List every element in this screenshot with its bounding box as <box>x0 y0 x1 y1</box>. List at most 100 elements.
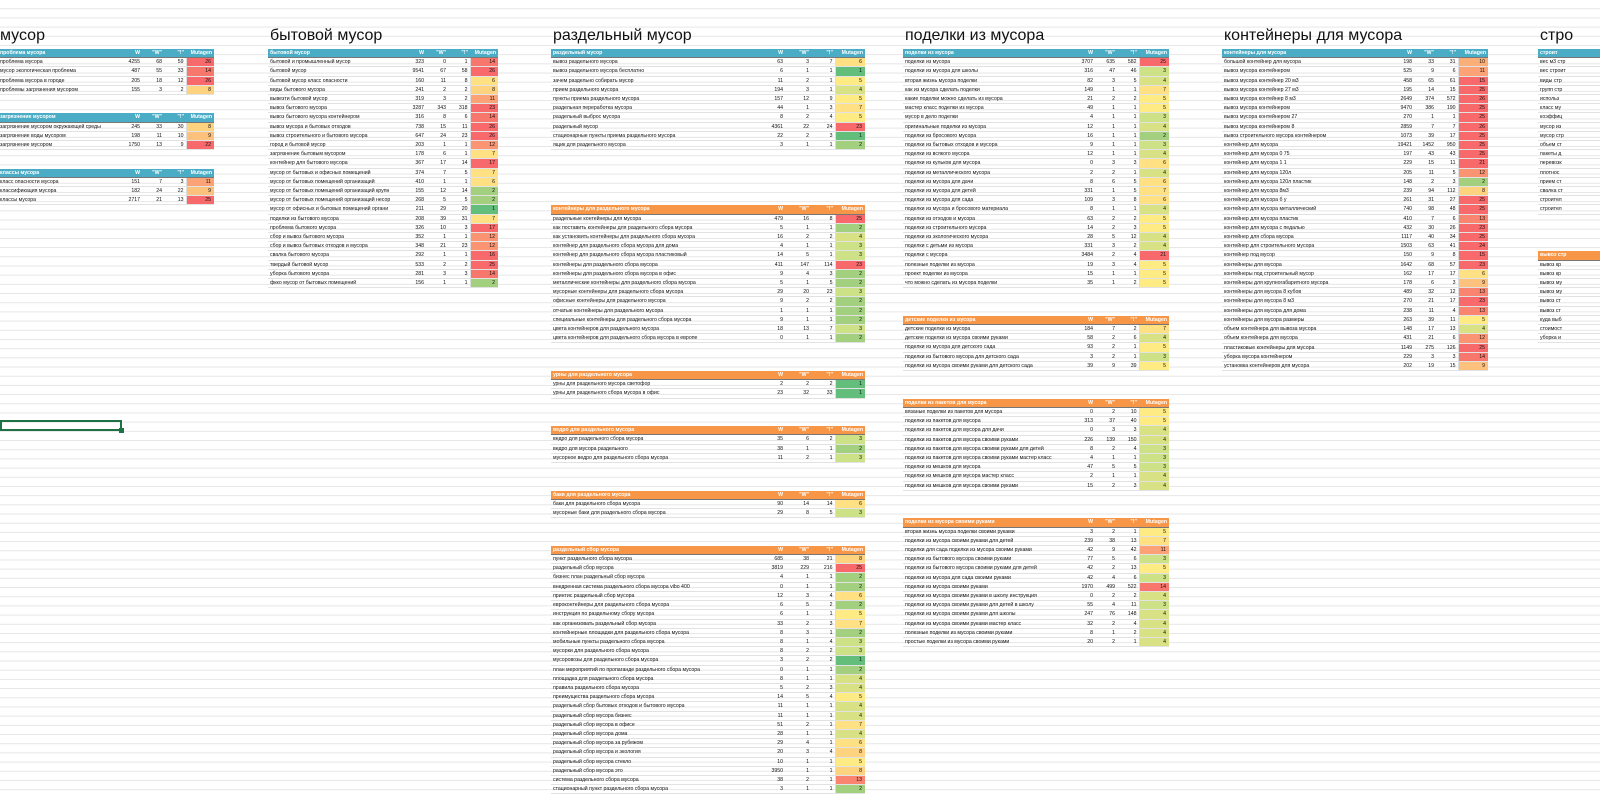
keyword-cell[interactable]: вывоз ст <box>1538 306 1600 316</box>
frequency-cell[interactable]: 5 <box>811 508 835 519</box>
mutagen-cell[interactable]: 6 <box>1138 177 1169 188</box>
frequency-cell[interactable]: 292 <box>404 250 426 261</box>
frequency-cell[interactable]: 2 <box>785 112 811 123</box>
mutagen-cell[interactable]: 25 <box>1457 140 1488 151</box>
header-column-label[interactable]: "!" <box>164 168 186 178</box>
frequency-cell[interactable]: 77 <box>1073 554 1095 565</box>
frequency-cell[interactable]: 3 <box>1073 527 1095 537</box>
mutagen-cell[interactable]: 4 <box>1138 122 1169 132</box>
keyword-cell[interactable]: евроконтейнеры для раздельного сбора мус… <box>551 600 759 611</box>
header-column-label[interactable]: "W" <box>142 168 164 178</box>
frequency-cell[interactable]: 3 <box>785 57 811 68</box>
mutagen-cell[interactable]: 5 <box>1138 103 1169 114</box>
frequency-cell[interactable]: 268 <box>404 195 426 206</box>
frequency-cell[interactable]: 1 <box>811 333 835 344</box>
mutagen-cell[interactable]: 2 <box>834 306 865 316</box>
frequency-cell[interactable]: 1 <box>426 140 448 151</box>
keyword-cell[interactable]: ящик для раздельного мусора <box>551 140 759 151</box>
keyword-cell[interactable]: уборка и <box>1538 333 1600 344</box>
mutagen-cell[interactable]: 5 <box>1138 269 1169 280</box>
keyword-cell[interactable]: план мероприятий по пропаганде раздельно… <box>551 665 759 675</box>
frequency-cell[interactable]: 190 <box>1436 103 1458 114</box>
frequency-cell[interactable]: 17 <box>1436 269 1458 280</box>
keyword-cell[interactable]: бытовой мусор класс опасности <box>268 76 404 86</box>
frequency-cell[interactable]: 11 <box>426 76 448 86</box>
keyword-cell[interactable]: поделки из пакетов для мусора своими рук… <box>903 453 1073 464</box>
frequency-cell[interactable]: 6 <box>1436 333 1458 344</box>
keyword-cell[interactable]: загрязнение мусором <box>0 140 120 151</box>
frequency-cell[interactable]: 19 <box>1073 260 1095 270</box>
frequency-cell[interactable]: 39 <box>1073 361 1095 372</box>
frequency-cell[interactable]: 15 <box>1414 158 1436 169</box>
mutagen-cell[interactable]: 14 <box>1457 352 1488 362</box>
frequency-cell[interactable]: 13 <box>142 140 164 151</box>
mutagen-cell[interactable]: 5 <box>1138 223 1169 234</box>
frequency-cell[interactable]: 2859 <box>1392 122 1414 132</box>
mutagen-cell[interactable]: 26 <box>469 122 498 132</box>
keyword-cell[interactable]: вес м3 стр <box>1538 57 1600 68</box>
frequency-cell[interactable]: 23 <box>448 131 470 142</box>
frequency-cell[interactable]: 1 <box>785 582 811 592</box>
frequency-cell[interactable]: 39 <box>1414 131 1436 142</box>
frequency-cell[interactable]: 33 <box>1414 57 1436 68</box>
mutagen-cell[interactable]: 3 <box>834 324 865 335</box>
frequency-cell[interactable]: 3 <box>1095 241 1117 252</box>
frequency-cell[interactable]: 1 <box>1117 637 1139 648</box>
mutagen-cell[interactable]: 21 <box>1138 250 1169 261</box>
keyword-cell[interactable]: преимущества раздельного сбора мусора <box>551 692 759 703</box>
frequency-cell[interactable]: 2 <box>1095 619 1117 629</box>
keyword-cell[interactable]: мусорные баки для раздельного сбора мусо… <box>551 508 759 519</box>
keyword-cell[interactable]: что можно сделать из мусора поделки <box>903 278 1073 289</box>
header-group-name[interactable]: классы мусора <box>0 168 120 178</box>
frequency-cell[interactable]: 12 <box>1073 149 1095 160</box>
frequency-cell[interactable]: 5 <box>1117 177 1139 188</box>
frequency-cell[interactable]: 7 <box>426 168 448 178</box>
mutagen-cell[interactable]: 1 <box>834 131 865 142</box>
mutagen-cell[interactable]: 17 <box>469 158 498 169</box>
keyword-cell[interactable]: поделки из мусора своими руками для дете… <box>903 536 1073 546</box>
header-column-label[interactable]: Mutagen <box>1139 315 1169 326</box>
mutagen-cell[interactable]: 23 <box>469 103 498 114</box>
keyword-cell[interactable]: контейнер для мусора 0 75 <box>1222 149 1392 160</box>
keyword-cell[interactable]: объем контейнера для вывоза мусора <box>1222 324 1392 335</box>
frequency-cell[interactable]: 1 <box>1095 269 1117 280</box>
mutagen-cell[interactable]: 9 <box>185 131 214 142</box>
frequency-cell[interactable]: 3 <box>759 784 785 794</box>
keyword-cell[interactable]: вывоз мусора контейнером <box>1222 103 1392 114</box>
keyword-cell[interactable]: контейнеры для мусора для дома <box>1222 306 1392 316</box>
keyword-cell[interactable]: прием раздельного мусора <box>551 85 759 96</box>
frequency-cell[interactable]: 1 <box>811 711 835 721</box>
keyword-cell[interactable]: бизнес план раздельный сбор мусора <box>551 572 759 583</box>
frequency-cell[interactable]: 2 <box>1095 591 1117 602</box>
keyword-cell[interactable]: контейнер для мусора 120л <box>1222 168 1392 178</box>
frequency-cell[interactable]: 11 <box>142 131 164 142</box>
frequency-cell[interactable]: 2 <box>426 85 448 96</box>
keyword-cell[interactable]: инструкция по раздельному сбору мусора <box>551 609 759 620</box>
frequency-cell[interactable]: 23 <box>448 241 470 252</box>
keyword-cell[interactable]: большой контейнер для мусора <box>1222 57 1392 68</box>
keyword-cell[interactable]: пакеты д <box>1538 149 1600 160</box>
keyword-cell[interactable]: уборка бытового мусора <box>268 269 404 280</box>
header-column-label[interactable]: Mutagen <box>1458 49 1488 59</box>
frequency-cell[interactable]: 2 <box>1095 94 1117 105</box>
selected-cell-cursor[interactable] <box>0 420 124 433</box>
frequency-cell[interactable]: 8 <box>811 214 835 224</box>
keyword-cell[interactable]: поделки из пакетов для мусора для дачи <box>903 425 1073 436</box>
mutagen-cell[interactable]: 7 <box>1138 536 1169 546</box>
mutagen-cell[interactable]: 8 <box>1457 186 1488 197</box>
header-column-label[interactable]: W <box>120 113 142 123</box>
frequency-cell[interactable]: 6 <box>1117 333 1139 344</box>
frequency-cell[interactable]: 1 <box>426 177 448 188</box>
header-column-label[interactable]: "W" <box>1095 49 1117 59</box>
frequency-cell[interactable]: 348 <box>404 241 426 252</box>
mutagen-cell[interactable]: 13 <box>1457 214 1488 224</box>
frequency-cell[interactable]: 4361 <box>759 122 785 132</box>
frequency-cell[interactable]: 239 <box>1392 186 1414 197</box>
frequency-cell[interactable]: 6 <box>759 66 785 77</box>
keyword-cell[interactable]: вывоз строительного и бытового мусора <box>268 131 404 142</box>
mutagen-cell[interactable]: 12 <box>1457 168 1488 178</box>
frequency-cell[interactable]: 4 <box>1117 444 1139 454</box>
frequency-cell[interactable]: 3 <box>1073 352 1095 362</box>
frequency-cell[interactable]: 4 <box>1073 453 1095 464</box>
mutagen-cell[interactable]: 6 <box>1138 158 1169 169</box>
